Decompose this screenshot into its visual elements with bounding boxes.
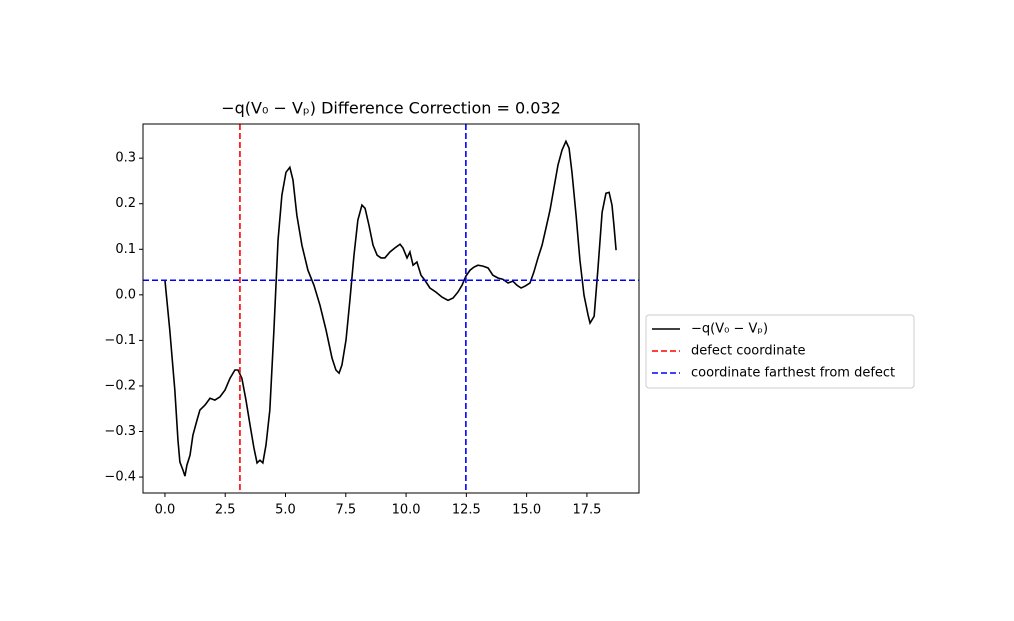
x-tick-label: 17.5 [572,503,601,518]
x-tick-label: 15.0 [512,503,541,518]
y-tick-label: 0.1 [115,242,136,257]
chart-title: −q(V₀ − Vₚ) Difference Correction = 0.03… [221,99,561,118]
legend-label: −q(V₀ − Vₚ) [691,322,768,337]
y-tick-label: −0.1 [104,333,136,348]
x-tick-label: 2.5 [215,503,236,518]
x-tick-label: 0.0 [155,503,176,518]
x-tick-label: 10.0 [392,503,421,518]
y-tick-label: 0.0 [115,287,136,302]
y-tick-label: 0.2 [115,196,136,211]
y-tick-label: 0.3 [115,151,136,166]
x-tick-label: 12.5 [452,503,481,518]
legend-label: coordinate farthest from defect [691,366,895,381]
x-tick-label: 5.0 [275,503,296,518]
y-tick-label: −0.3 [104,424,136,439]
axes-frame [142,123,640,494]
legend-box [645,314,915,389]
y-tick-label: −0.4 [104,470,136,485]
y-tick-label: −0.2 [104,378,136,393]
legend-label: defect coordinate [691,344,806,359]
data-line [164,139,617,477]
x-tick-label: 7.5 [335,503,356,518]
